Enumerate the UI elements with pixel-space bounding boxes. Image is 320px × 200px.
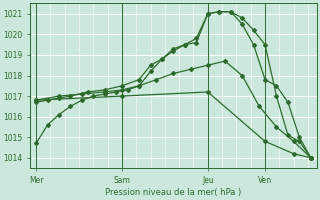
X-axis label: Pression niveau de la mer( hPa ): Pression niveau de la mer( hPa ) (105, 188, 242, 197)
